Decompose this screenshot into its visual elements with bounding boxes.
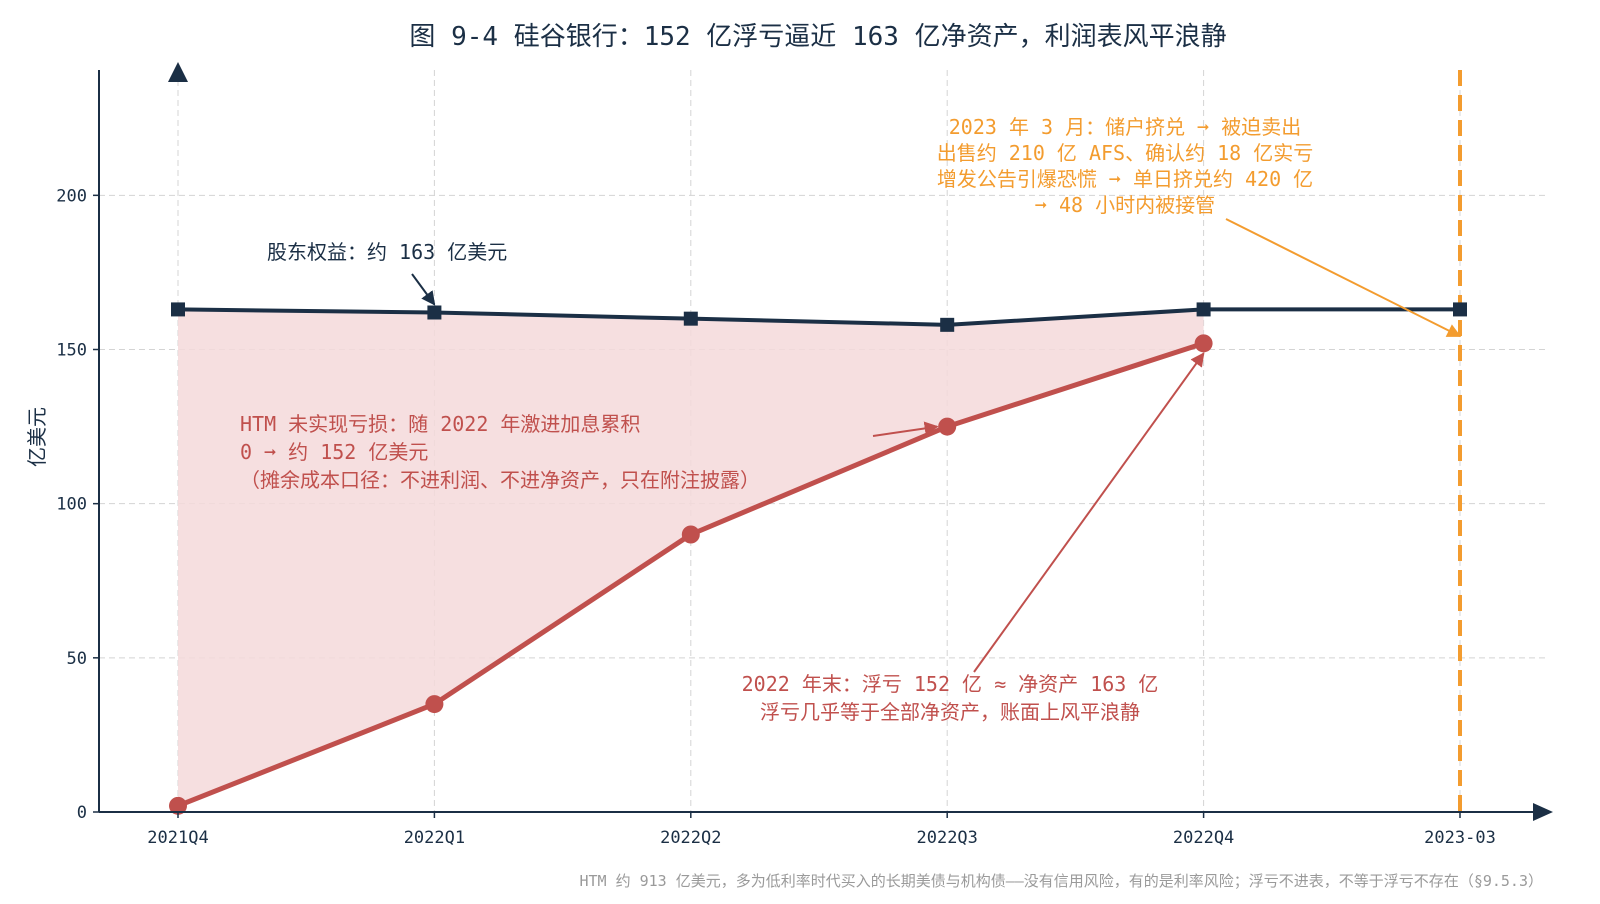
y-tick-label: 200 <box>56 186 87 206</box>
annotation-text: ➞ 48 小时内被接管 <box>1035 193 1215 217</box>
point-equity <box>171 302 185 317</box>
annotation-text: 2022 年末：浮亏 152 亿 ≈ 净资产 163 亿 <box>742 672 1159 696</box>
y-axis-label: 亿美元 <box>25 407 49 467</box>
y-tick-label: 50 <box>67 649 87 669</box>
annotations: 股东权益：约 163 亿美元 HTM 未实现亏损：随 2022 年激进加息累积 0 … <box>240 115 1462 724</box>
x-tick-label: 2021Q4 <box>147 828 208 848</box>
annotation-equity_label: 股东权益：约 163 亿美元 <box>267 240 507 306</box>
point-equity <box>1453 302 1467 317</box>
x-axis-arrow <box>1533 803 1553 821</box>
x-tick-label: 2022Q1 <box>404 828 465 848</box>
x-tick-label: 2022Q2 <box>660 828 721 848</box>
shaded-gap <box>178 309 1204 806</box>
point-equity <box>1196 302 1211 317</box>
y-tick-label: 100 <box>56 495 87 515</box>
y-tick-label: 0 <box>77 803 87 823</box>
annotation-arrow <box>1225 218 1462 338</box>
annotation-text: 2023 年 3 月：储户挤兑 ➞ 被迫卖出 <box>949 115 1301 139</box>
footnote: HTM 约 913 亿美元，多为低利率时代买入的长期美债与机构债——没有信用风险… <box>579 872 1543 890</box>
point-htm_loss <box>938 417 957 436</box>
annotation-text: 出售约 210 亿 AFS、确认约 18 亿实亏 <box>937 141 1314 165</box>
point-equity <box>427 305 442 320</box>
annotation-arrow <box>973 352 1205 673</box>
y-tick-label: 150 <box>56 341 87 361</box>
annotation-htm_label: HTM 未实现亏损：随 2022 年激进加息累积 0 ➞ 约 152 亿美元 （摊余… <box>240 412 939 492</box>
x-tick-label: 2023-03 <box>1424 828 1496 848</box>
point-equity <box>683 311 698 326</box>
chart-title: 图 9-4 硅谷银行：152 亿浮亏逼近 163 亿净资产，利润表风平浪静 <box>409 22 1226 52</box>
annotation-text: 股东权益：约 163 亿美元 <box>267 240 507 264</box>
y-axis-arrow <box>168 62 188 82</box>
series-group <box>169 302 1467 815</box>
point-htm_loss <box>681 525 700 544</box>
series-line-equity <box>177 307 1460 327</box>
point-equity <box>940 317 955 332</box>
annotation-text: （摊余成本口径：不进利润、不进净资产，只在附注披露） <box>240 468 760 492</box>
point-htm_loss <box>169 796 187 815</box>
annotation-text: 浮亏几乎等于全部净资产，账面上风平浪静 <box>760 700 1140 724</box>
x-tick-label: 2022Q4 <box>1173 828 1234 848</box>
annotation-text: 0 ➞ 约 152 亿美元 <box>240 440 428 464</box>
annotation-arrow <box>411 273 436 306</box>
annotation-yearend_label: 2022 年末：浮亏 152 亿 ≈ 净资产 163 亿浮亏几乎等于全部净资产，… <box>742 352 1205 724</box>
annotation-arrow <box>872 421 939 437</box>
annotation-text: HTM 未实现亏损：随 2022 年激进加息累积 <box>240 412 640 436</box>
axes: 0 50 100 150 200 2021Q4 2022Q1 2022Q2 2022Q3 2022… <box>56 62 1553 848</box>
point-htm_loss <box>425 695 444 714</box>
x-tick-label: 2022Q3 <box>916 828 977 848</box>
point-htm_loss <box>1194 334 1213 353</box>
annotation-text: 增发公告引爆恐慌 ➞ 单日挤兑约 420 亿 <box>937 167 1313 191</box>
shaded-area <box>178 309 1204 806</box>
